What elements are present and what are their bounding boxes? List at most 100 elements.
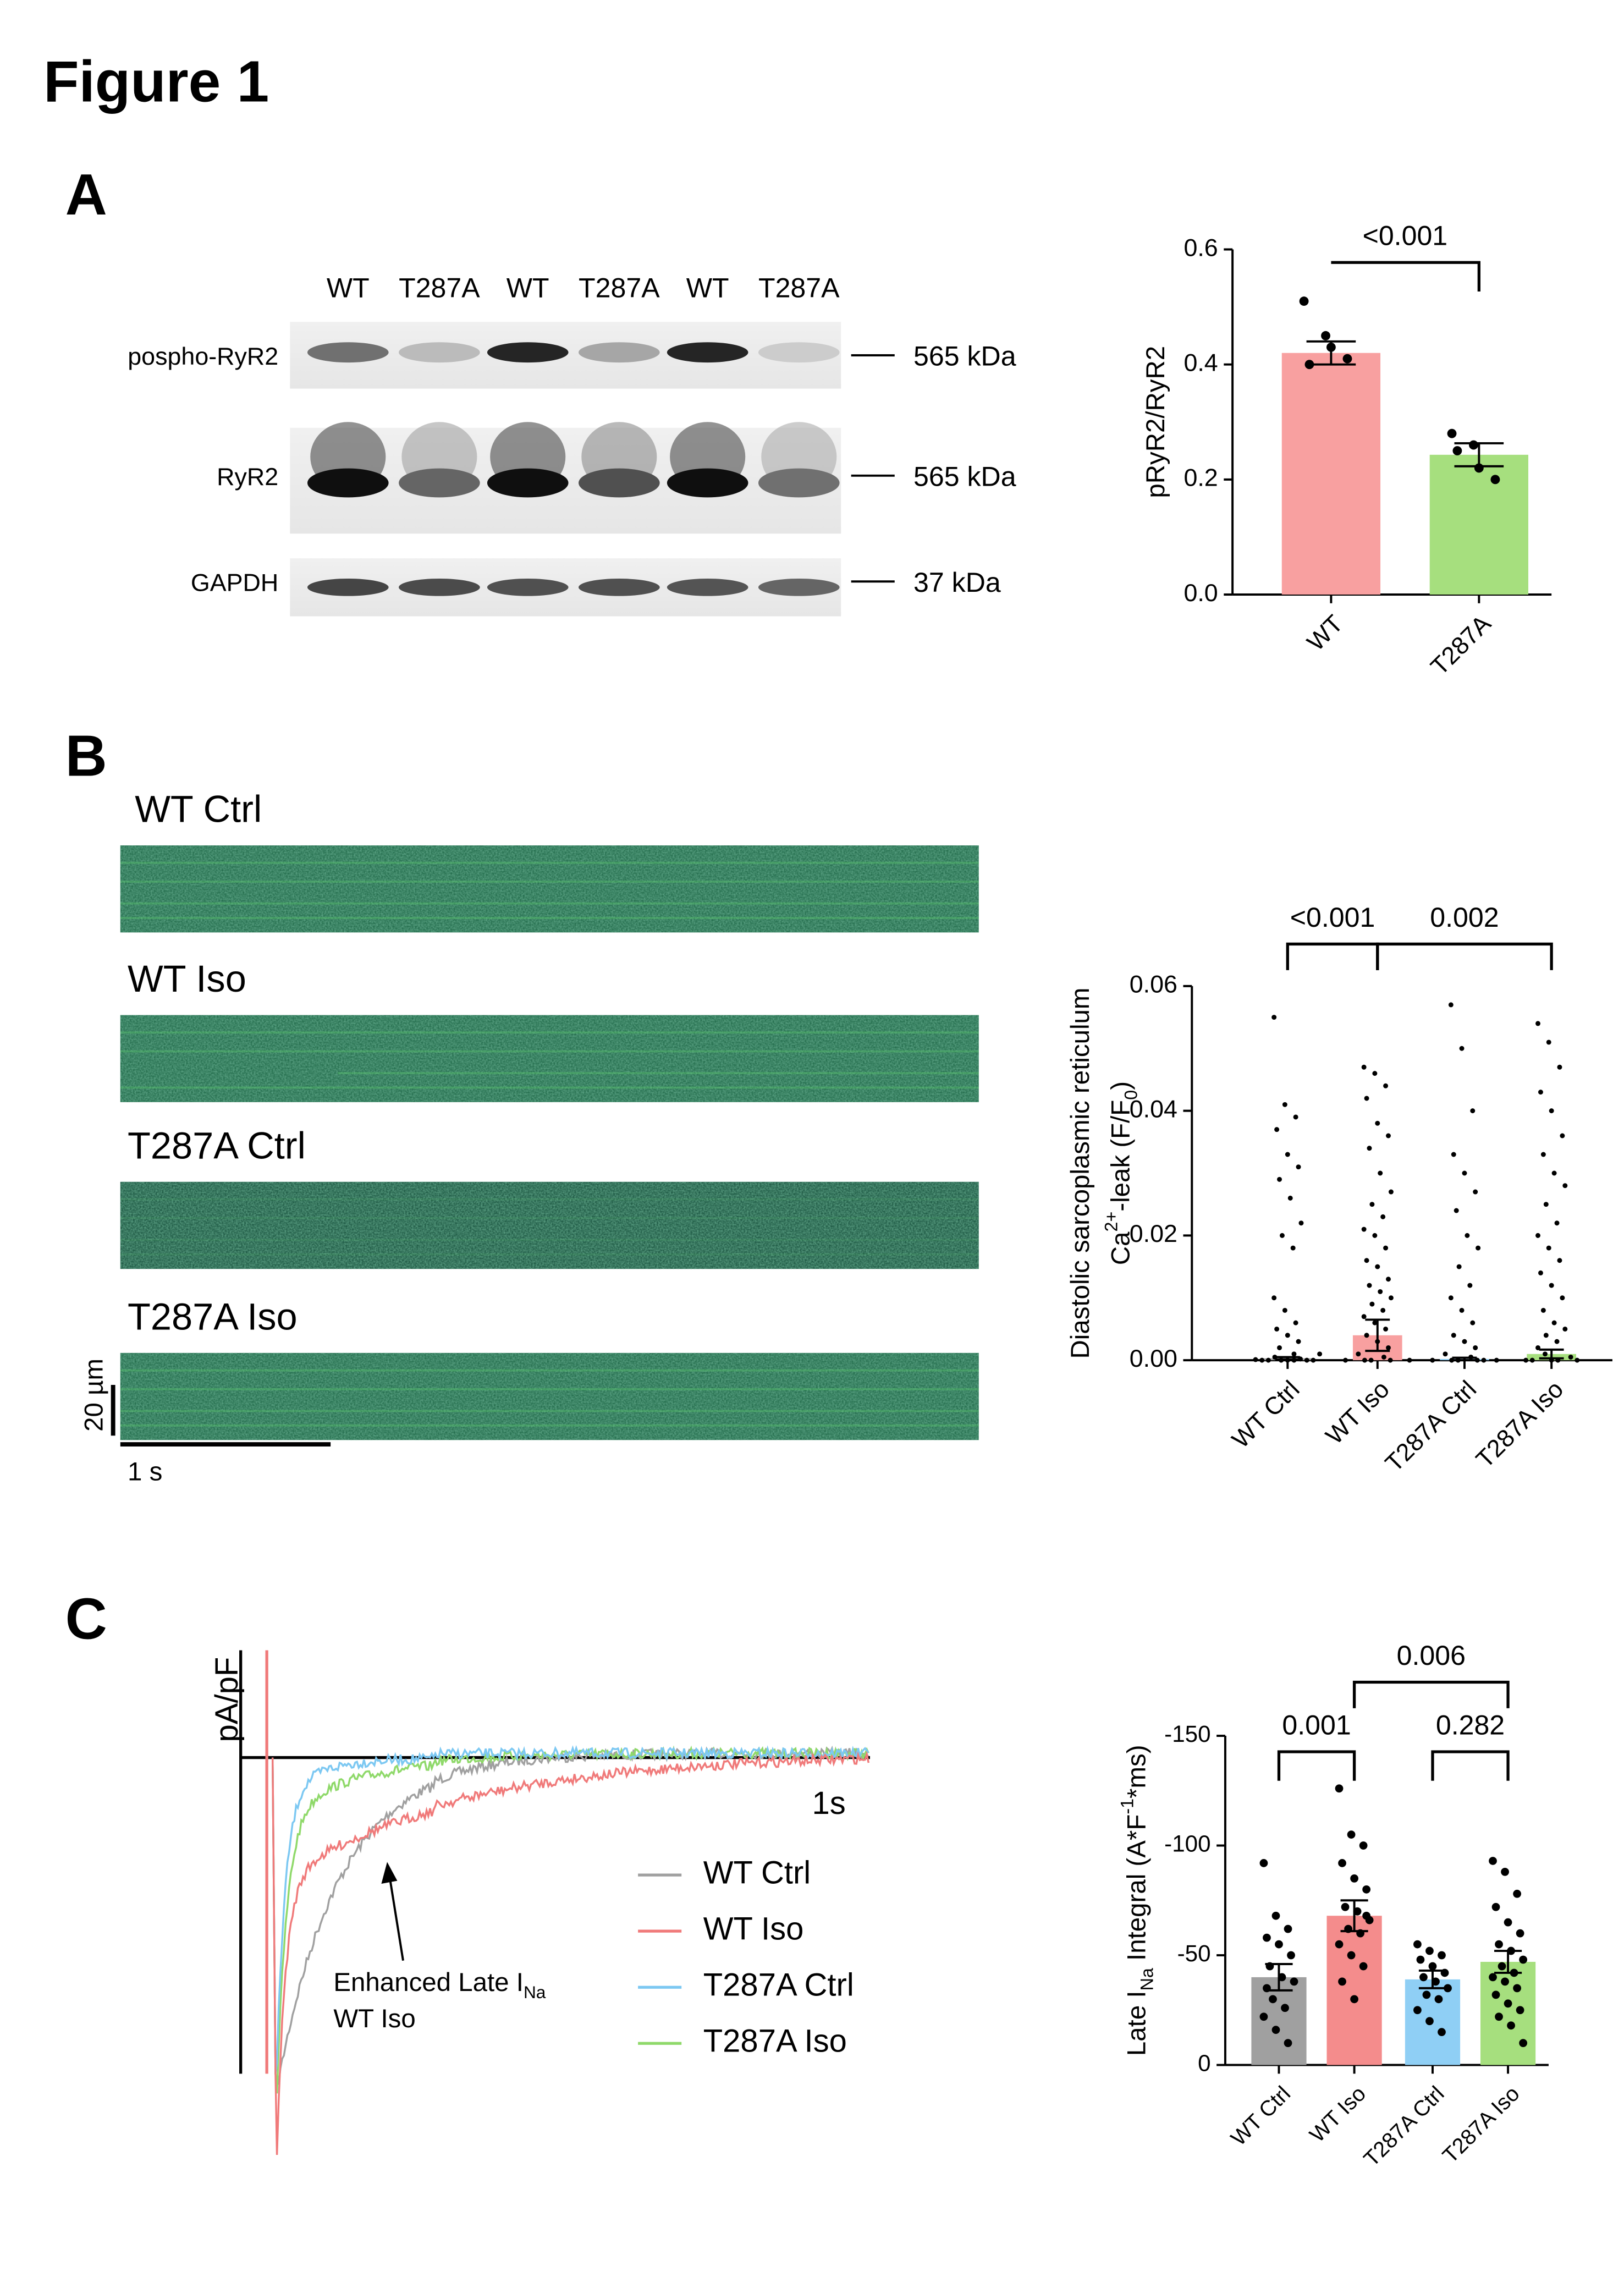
x-tick-label: T287A Ctrl [1359, 2082, 1449, 2171]
data-point [1407, 1357, 1412, 1363]
data-point [1317, 1351, 1323, 1357]
lane-label: T287A [579, 273, 660, 304]
x-tick-label: T287A Iso [1438, 2082, 1524, 2168]
lane-label: WT [327, 273, 370, 304]
data-point [1501, 1868, 1509, 1876]
data-point [1438, 1951, 1446, 1960]
bar [1429, 454, 1528, 595]
data-point [1504, 1918, 1512, 1927]
data-point [1538, 1270, 1543, 1275]
label-part: Integral (A*F [1122, 1814, 1151, 1968]
data-point [1474, 1357, 1480, 1363]
data-point [1425, 1946, 1434, 1955]
data-point [1447, 428, 1457, 438]
data-point [1416, 1955, 1425, 1964]
y-tick-label: 0.2 [1183, 464, 1218, 492]
data-point [1459, 1307, 1465, 1313]
data-point [1535, 1021, 1540, 1026]
label-part: Na [524, 1982, 546, 2002]
y-tick-label: 0.04 [1130, 1095, 1177, 1123]
panel-label: C [65, 1587, 107, 1651]
x-tick-label: WT Iso [1305, 2082, 1370, 2147]
data-point [1386, 1133, 1391, 1138]
data-point [1272, 1354, 1278, 1360]
data-point [1428, 1962, 1437, 1971]
data-point [1375, 1120, 1380, 1126]
blot-band [307, 579, 389, 596]
legend-label: T287A Ctrl [703, 1967, 854, 2003]
label-part: 0 [1121, 1090, 1141, 1100]
data-point [1367, 1146, 1372, 1151]
linescan-noise [120, 1352, 979, 1440]
x-tick-label: T287A [1425, 609, 1496, 680]
significance-bracket [1331, 261, 1480, 292]
blot-band [399, 342, 480, 363]
data-point [1381, 1354, 1386, 1360]
linescan-label: T287A Iso [128, 1295, 298, 1338]
data-point [1438, 2028, 1446, 2037]
data-point [1491, 1902, 1500, 1911]
data-point [1285, 1152, 1290, 1157]
data-point [1557, 1064, 1562, 1070]
data-point [1290, 1977, 1298, 1986]
current-trace [271, 1745, 869, 2074]
data-point [1451, 1333, 1456, 1338]
data-point [1269, 1995, 1277, 2004]
x-tick-label: WT Ctrl [1226, 2082, 1295, 2150]
data-point [1383, 1245, 1389, 1251]
x-tick-label: T287A Ctrl [1380, 1376, 1482, 1477]
data-point [1281, 2004, 1289, 2012]
data-point [1364, 1333, 1369, 1338]
data-point [1470, 1108, 1476, 1114]
data-point [1259, 1357, 1265, 1363]
data-point [1347, 1830, 1356, 1839]
x-tick-label: T287A Iso [1471, 1376, 1568, 1473]
data-point [1413, 2006, 1422, 2015]
blot-band [487, 342, 569, 363]
data-point [1449, 1357, 1455, 1363]
data-point [1279, 1233, 1285, 1238]
data-point [1549, 1108, 1554, 1114]
y-tick-label: -100 [1164, 1831, 1210, 1857]
linescan-noise [120, 845, 979, 933]
data-point [1554, 1339, 1560, 1344]
data-point [1473, 1345, 1478, 1350]
lane-label: WT [686, 273, 729, 304]
blot-row-label: pospho-RyR2 [128, 343, 278, 370]
data-point [1551, 1170, 1557, 1176]
data-point [1275, 1940, 1283, 1949]
legend-label: WT Iso [703, 1911, 804, 1946]
data-point [1470, 1320, 1476, 1326]
data-point [1434, 1995, 1443, 2004]
data-point [1282, 1307, 1287, 1313]
data-point [1413, 1940, 1422, 1949]
panel-label: A [65, 163, 107, 227]
x-tick-label: WT Ctrl [1226, 1376, 1304, 1454]
blot-band [307, 342, 389, 363]
data-point [1419, 1973, 1428, 1982]
blot-band [579, 468, 660, 498]
data-point [1287, 1195, 1293, 1201]
data-point [1282, 1102, 1287, 1107]
current-trace [271, 1751, 870, 2155]
data-point [1513, 1984, 1521, 1993]
data-point [1456, 1264, 1462, 1269]
data-point [1347, 1951, 1356, 1960]
data-point [1476, 1245, 1481, 1251]
linescan-label: WT Iso [128, 958, 246, 1000]
data-point [1540, 1307, 1546, 1313]
data-point [1386, 1277, 1391, 1282]
data-point [1562, 1183, 1568, 1189]
blot-band [758, 342, 840, 363]
data-point [1253, 1357, 1258, 1362]
data-point [1462, 1339, 1467, 1344]
data-point [1549, 1283, 1554, 1288]
linescan-noise [120, 1015, 979, 1102]
data-point [1311, 1357, 1316, 1363]
significance-label: 0.006 [1397, 1640, 1466, 1671]
data-point [1378, 1289, 1383, 1294]
data-point [1513, 1889, 1521, 1898]
label-part: -1 [1117, 1799, 1137, 1814]
data-point [1560, 1133, 1565, 1138]
blot-band [487, 579, 569, 596]
